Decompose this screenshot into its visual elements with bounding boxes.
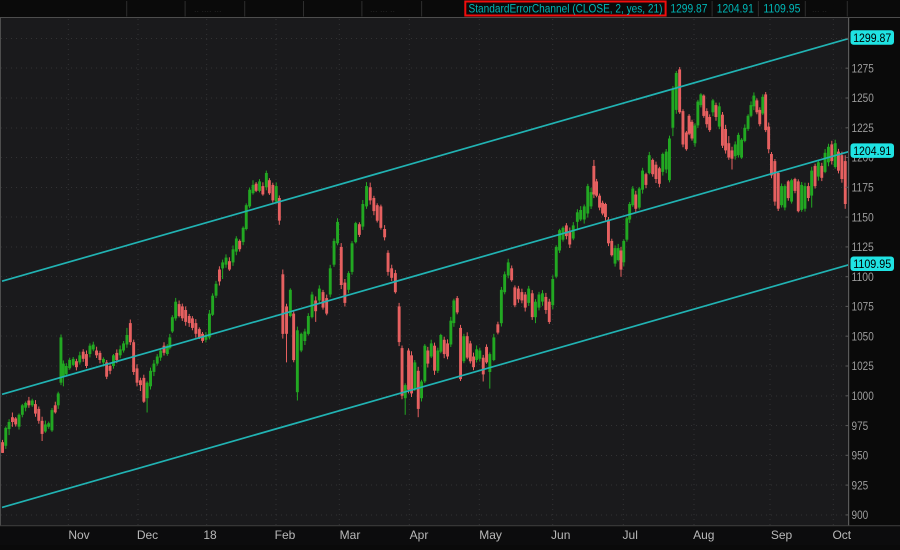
- svg-text:1000: 1000: [852, 389, 875, 403]
- svg-text:... ... ..: ... ... ..: [370, 4, 395, 14]
- svg-text:1109.95: 1109.95: [763, 2, 800, 16]
- svg-text:StandardErrorChannel (CLOSE, 2: StandardErrorChannel (CLOSE, 2, yes, 21): [469, 2, 663, 16]
- svg-text:975: 975: [852, 419, 869, 433]
- svg-text:... ..: ... ..: [812, 4, 827, 14]
- svg-text:1204.91: 1204.91: [853, 144, 891, 158]
- svg-text:1050: 1050: [852, 329, 875, 343]
- svg-text:1250: 1250: [852, 91, 875, 105]
- svg-text:1100: 1100: [852, 270, 875, 284]
- svg-text:1025: 1025: [852, 359, 875, 373]
- svg-text:1204.91: 1204.91: [717, 2, 754, 16]
- svg-text:1299.87: 1299.87: [670, 2, 707, 16]
- svg-text:Mar: Mar: [340, 528, 361, 542]
- svg-text:1075: 1075: [852, 300, 875, 314]
- svg-text:925: 925: [852, 478, 869, 492]
- svg-text:.. .... ...: .. .... ...: [194, 4, 222, 14]
- svg-text:1109.95: 1109.95: [853, 257, 891, 271]
- svg-text:Jul: Jul: [623, 528, 638, 542]
- svg-text:1175: 1175: [852, 181, 875, 195]
- svg-text:1299.87: 1299.87: [853, 31, 891, 45]
- svg-text:Oct: Oct: [832, 528, 851, 542]
- svg-text:1150: 1150: [852, 210, 875, 224]
- svg-text:1275: 1275: [852, 61, 875, 75]
- svg-text:Aug: Aug: [693, 528, 714, 542]
- svg-text:1125: 1125: [852, 240, 875, 254]
- svg-text:Apr: Apr: [410, 528, 429, 542]
- svg-text:Feb: Feb: [275, 528, 296, 542]
- svg-text:1225: 1225: [852, 121, 875, 135]
- svg-text:Jun: Jun: [551, 528, 570, 542]
- svg-text:May: May: [479, 528, 502, 542]
- svg-text:950: 950: [852, 449, 869, 463]
- svg-text:900: 900: [852, 508, 869, 522]
- svg-text:Nov: Nov: [68, 528, 89, 542]
- svg-text:Dec: Dec: [137, 528, 158, 542]
- svg-text:18: 18: [203, 528, 217, 542]
- svg-text:Sep: Sep: [771, 528, 793, 542]
